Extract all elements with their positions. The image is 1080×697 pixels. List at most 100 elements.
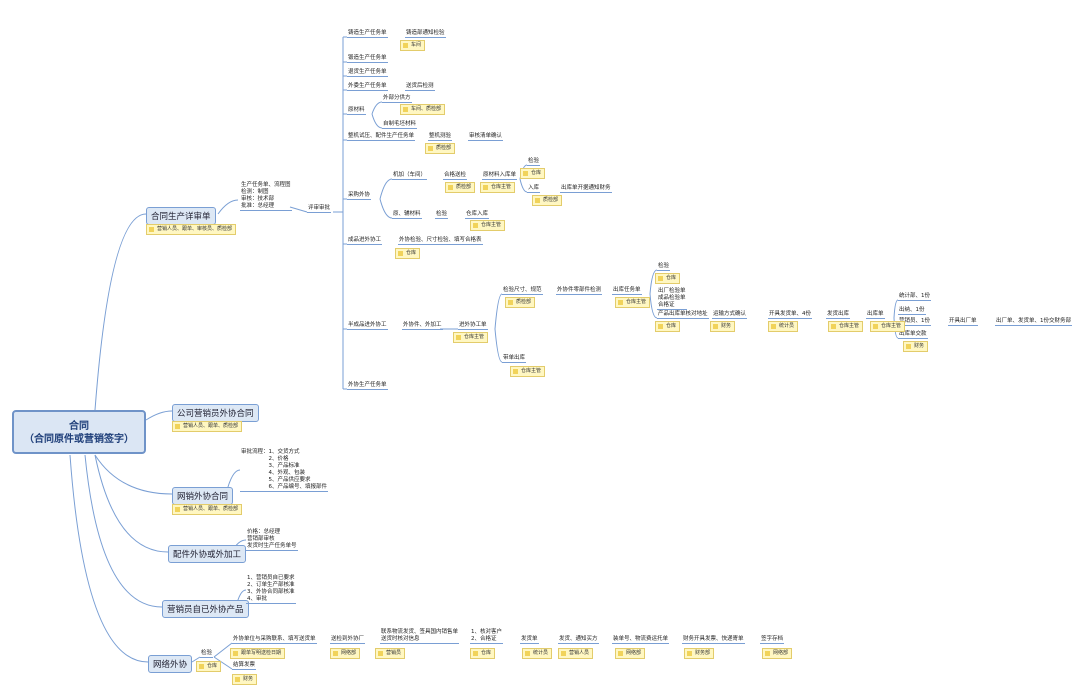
topic: 锻造生产任务单	[347, 55, 388, 63]
note: 仓库主管	[870, 321, 906, 332]
topic: 出厂单、发货单、1份交财务部	[995, 318, 1073, 326]
link	[519, 178, 528, 193]
topic: 发货单	[520, 636, 539, 644]
topic: 成品进外协工	[347, 237, 383, 245]
topic: 检验尺寸、规范	[502, 287, 543, 295]
topic: 退货生产任务单	[347, 69, 388, 77]
note: 仓库	[395, 248, 421, 259]
note: 质检部	[532, 195, 563, 206]
topic: 半成品进外协工	[347, 322, 388, 330]
topic: 外协件、外加工	[402, 322, 443, 330]
topic: 自制毛坯材料	[382, 121, 418, 129]
note: 仓库	[655, 321, 681, 332]
topic: 进外协工单	[458, 322, 488, 330]
topic: 开具出厂单	[948, 318, 978, 326]
topic: 出库单开据通知财务	[560, 185, 612, 193]
link	[649, 269, 658, 295]
note: 质检部	[445, 182, 476, 193]
link	[371, 113, 383, 129]
topic: 出厂检验单 成品检验单 合格证	[657, 288, 687, 310]
topic: 生产任务单、流程图 检测：制图 审核：技术部 批准：总经理	[240, 182, 292, 211]
branch-node: 公司营销员外协合同	[172, 404, 259, 422]
link	[191, 656, 201, 663]
note: 网络部	[330, 648, 361, 659]
link	[213, 642, 233, 658]
topic: 仓库入库	[465, 211, 490, 219]
root-node: 合同 （合同原件或营销签字）	[12, 410, 146, 454]
branch-node: 配件外协或外加工	[168, 545, 247, 563]
topic: 营销员、1份	[898, 318, 931, 326]
note: 仓库	[520, 168, 546, 179]
topic: 出纳、1份	[898, 307, 926, 315]
topic: 外委生产任务单	[347, 83, 388, 91]
topic: 外部分供方	[382, 95, 412, 103]
link	[379, 178, 393, 200]
link	[213, 656, 233, 670]
topic: 开具发货单、4份	[768, 311, 812, 319]
link	[94, 454, 169, 553]
note: 统计员	[768, 321, 799, 332]
topic: 原、辅材料	[392, 211, 422, 219]
link	[494, 328, 503, 363]
root-subtitle: （合同原件或营销签字）	[24, 434, 134, 445]
branch-links	[69, 37, 899, 670]
topic: 检验	[200, 650, 214, 658]
topic: 入库	[527, 185, 541, 193]
note: 统计员	[522, 648, 553, 659]
branch-node: 网销外协合同	[172, 487, 234, 505]
topic: 采购外协	[347, 192, 372, 200]
link	[289, 206, 308, 213]
topic: 签字存档	[760, 636, 785, 644]
topic: 审核清单确认	[468, 133, 504, 141]
note: 财务	[710, 321, 736, 332]
link	[94, 213, 147, 411]
topic: 外协件零部件检测	[556, 287, 603, 295]
note: 仓库	[470, 648, 496, 659]
topic: 价格：总经理 营销部审核 发货时生产任务单号	[246, 529, 298, 551]
note: 营销人员、跟单、质检部	[172, 504, 243, 515]
link	[94, 454, 173, 495]
topic: 送货后检测	[405, 83, 435, 91]
link	[84, 454, 163, 608]
topic: 装单号、物流费运托单	[612, 636, 670, 644]
branch-node: 营销员自已外协产品	[162, 600, 249, 618]
note: 营销人员、跟单、审核员、质检部	[146, 224, 237, 235]
topic: 检验	[657, 263, 671, 271]
note: 营销人员、跟单、质检部	[172, 421, 243, 432]
topic: 评审审批	[307, 205, 332, 213]
topic: 1、核对客户 2、合格证	[470, 629, 503, 644]
root-title: 合同	[69, 421, 89, 432]
note: 财务	[232, 674, 258, 685]
topic: 发货出库	[826, 311, 851, 319]
note: 网络部	[762, 648, 793, 659]
topic: 财务开具发票、快递寄单	[682, 636, 745, 644]
note: 跟单写明送检日期	[230, 648, 286, 659]
topic: 出库任务单	[612, 287, 642, 295]
note: 营销员	[375, 648, 406, 659]
topic: 联系物流发货、签具国内销售单 送货时核对信息	[380, 629, 460, 644]
topic: 审批流程：1、交货方式 2、价格 3、产品标准 4、外观、包装 5、产品供应要求…	[240, 449, 329, 492]
link	[69, 454, 149, 663]
link	[379, 198, 393, 219]
topic: 产品出库单核对地址	[657, 311, 709, 319]
topic: 原材料	[347, 107, 366, 115]
link	[893, 299, 899, 319]
topic: 外协单位与采购联系、填写送货单	[232, 636, 317, 644]
topic: 送检到外协厂	[330, 636, 366, 644]
topic: 整机试压、配件生产任务单	[347, 133, 416, 141]
branch-node: 合同生产详审单	[146, 207, 216, 225]
link	[494, 293, 503, 330]
branch-node: 网络外协	[148, 655, 193, 673]
note: 网络部	[615, 648, 646, 659]
note: 仓库	[655, 273, 681, 284]
note: 质检部	[505, 297, 536, 308]
topic: 检验	[527, 158, 541, 166]
note: 车间	[400, 40, 426, 51]
topic: 机加（车间）	[392, 172, 428, 180]
note: 仓库主管	[453, 332, 489, 343]
note: 仓库主管	[510, 366, 546, 377]
topic: 合格送检	[443, 172, 468, 180]
topic: 外协生产任务单	[347, 382, 388, 390]
note: 营销人员	[558, 648, 594, 659]
